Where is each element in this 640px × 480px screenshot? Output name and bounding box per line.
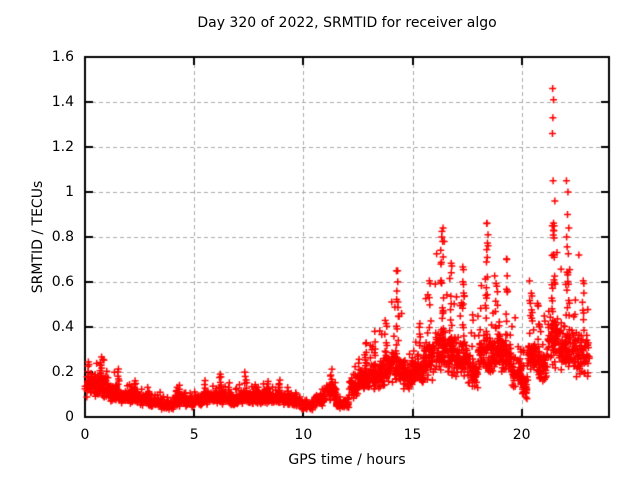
y-tick-label: 0.4 [51, 319, 74, 335]
x-tick-label: 20 [512, 427, 531, 443]
y-tick-label: 0 [65, 409, 74, 425]
y-tick-label: 0.6 [51, 274, 74, 290]
x-axis-label: GPS time / hours [288, 452, 406, 468]
y-tick-label: 0.8 [51, 229, 74, 245]
x-tick-label: 0 [80, 427, 90, 443]
y-tick-label: 1.6 [51, 49, 74, 65]
y-tick-label: 1.4 [51, 94, 74, 110]
y-tick-label: 1.2 [51, 139, 74, 155]
x-tick-label: 15 [403, 427, 422, 443]
y-tick-label: 0.2 [51, 364, 74, 380]
x-tick-label: 5 [189, 427, 199, 443]
x-tick-label: 10 [294, 427, 313, 443]
chart-title: Day 320 of 2022, SRMTID for receiver alg… [197, 15, 497, 31]
y-tick-label: 1 [65, 184, 74, 200]
